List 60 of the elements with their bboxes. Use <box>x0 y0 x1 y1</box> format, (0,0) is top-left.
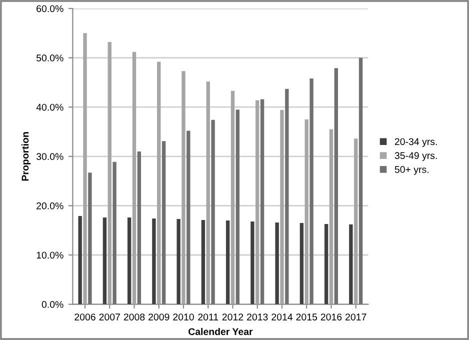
bar <box>157 62 161 304</box>
x-tick-label: 2010 <box>173 314 194 320</box>
x-tick-label: 2014 <box>272 314 293 320</box>
bar <box>127 218 132 304</box>
x-axis-title: Calender Year <box>188 328 253 336</box>
bar <box>354 138 358 304</box>
bar <box>358 58 363 304</box>
bar <box>102 218 107 304</box>
x-tick-label: 2007 <box>99 314 120 320</box>
legend-label: 50+ yrs. <box>394 166 428 175</box>
bar <box>310 78 314 304</box>
bar <box>137 151 142 304</box>
y-tick-label: 50.0% <box>36 54 64 62</box>
x-tick-label: 2011 <box>198 314 218 320</box>
x-tick-label: 2015 <box>296 314 318 320</box>
bar <box>152 218 156 304</box>
bar <box>230 90 235 304</box>
bar <box>275 222 279 304</box>
legend-label: 20-34 yrs. <box>394 138 437 148</box>
bar <box>304 119 308 304</box>
bar <box>83 33 87 304</box>
bar <box>329 129 334 304</box>
x-tick-label: 2016 <box>320 314 342 320</box>
x-tick-label: 2012 <box>222 314 244 320</box>
bar <box>162 141 166 304</box>
bar <box>78 216 82 304</box>
y-tick-label: 30.0% <box>36 153 64 160</box>
x-tick-label: 2009 <box>148 314 170 320</box>
bar <box>182 71 186 304</box>
bar <box>186 130 190 304</box>
bar <box>211 120 215 304</box>
bar <box>226 220 230 304</box>
bar <box>324 224 328 304</box>
x-tick-label: 2006 <box>74 314 96 320</box>
bar <box>256 100 260 304</box>
bar <box>285 88 289 304</box>
bar <box>280 110 284 304</box>
y-tick-label: 10.0% <box>36 252 64 259</box>
bar <box>236 110 240 304</box>
bar <box>334 68 338 304</box>
bar <box>206 81 210 304</box>
x-tick-label: 2008 <box>124 314 145 320</box>
legend-label: 35-49 yrs. <box>394 152 437 161</box>
bar <box>349 224 353 304</box>
x-tick-label: 2017 <box>346 314 366 320</box>
bar <box>250 221 254 304</box>
y-tick-label: 60.0% <box>36 5 64 12</box>
y-tick-label: 20.0% <box>36 202 64 210</box>
bar <box>176 219 180 304</box>
y-axis-title: Proportion <box>21 132 31 181</box>
bar <box>300 222 304 304</box>
bar <box>108 42 112 304</box>
bar <box>132 52 136 304</box>
y-tick-label: 40.0% <box>36 104 64 111</box>
bar <box>201 220 206 304</box>
bar <box>112 162 116 304</box>
bar <box>88 172 92 304</box>
y-tick-label: 0.0% <box>42 301 64 308</box>
x-tick-label: 2013 <box>247 314 268 320</box>
bar <box>260 99 264 304</box>
